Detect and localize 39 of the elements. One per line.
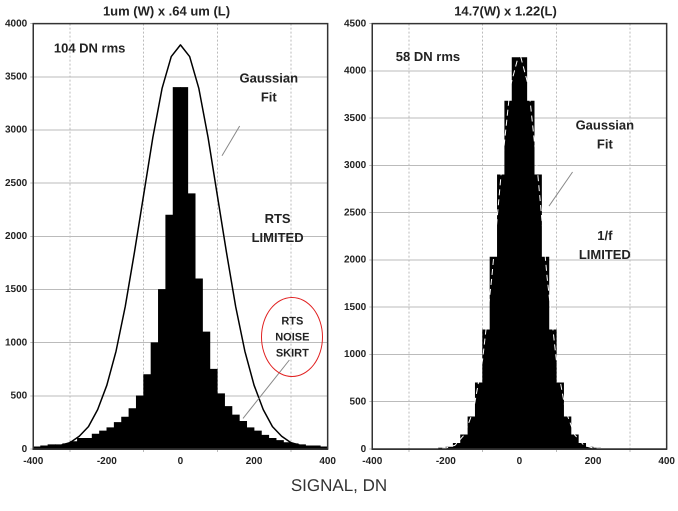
- x-tick-label: 0: [178, 456, 184, 467]
- x-tick-label: 200: [584, 456, 602, 467]
- chart-title: 14.7(W) x 1.22(L): [454, 3, 557, 18]
- annotation: RTS NOISE SKIRT: [275, 315, 310, 360]
- x-tick-label: -200: [96, 456, 118, 467]
- x-axis-title: SIGNAL, DN: [290, 476, 388, 496]
- annotation: 58 DN rms: [396, 49, 460, 64]
- y-tick-label: 1500: [4, 284, 28, 296]
- y-tick-label: 3000: [4, 124, 28, 136]
- y-tick-label: 500: [10, 390, 28, 402]
- y-tick-label: 4000: [4, 18, 28, 30]
- annotation: 1/f LIMITED: [578, 228, 631, 262]
- y-tick-label: 3000: [344, 160, 367, 172]
- annotation: 104 DN rms: [54, 40, 126, 56]
- y-tick-label: 1500: [344, 302, 367, 313]
- x-tick-label: 200: [246, 456, 263, 467]
- x-tick-label: -200: [436, 456, 456, 467]
- y-tick-label: 0: [360, 444, 367, 455]
- annotation: Gaussian Fit: [240, 70, 298, 104]
- annotation: Gaussian Fit: [576, 117, 634, 152]
- y-tick-label: 500: [350, 396, 367, 408]
- x-tick-label: 400: [658, 456, 676, 467]
- y-tick-label: 2500: [344, 207, 367, 218]
- x-tick-label: -400: [362, 456, 383, 467]
- y-tick-label: 0: [22, 444, 28, 455]
- y-tick-label: 2000: [344, 254, 367, 266]
- chart-title: 1um (W) x .64 um (L): [102, 3, 230, 18]
- y-tick-label: 1000: [4, 337, 28, 348]
- y-tick-label: 4000: [344, 66, 367, 77]
- y-tick-label: 2000: [4, 231, 28, 242]
- annotation: RTS LIMITED: [252, 210, 304, 245]
- y-tick-label: 3500: [4, 72, 28, 83]
- y-tick-label: 2500: [4, 178, 28, 189]
- x-tick-label: 400: [319, 456, 336, 467]
- x-tick-label: 0: [516, 456, 523, 467]
- y-tick-label: 1000: [344, 349, 367, 360]
- x-tick-label: -400: [23, 456, 44, 467]
- y-tick-label: 3500: [344, 112, 367, 124]
- y-tick-label: 4500: [344, 18, 367, 30]
